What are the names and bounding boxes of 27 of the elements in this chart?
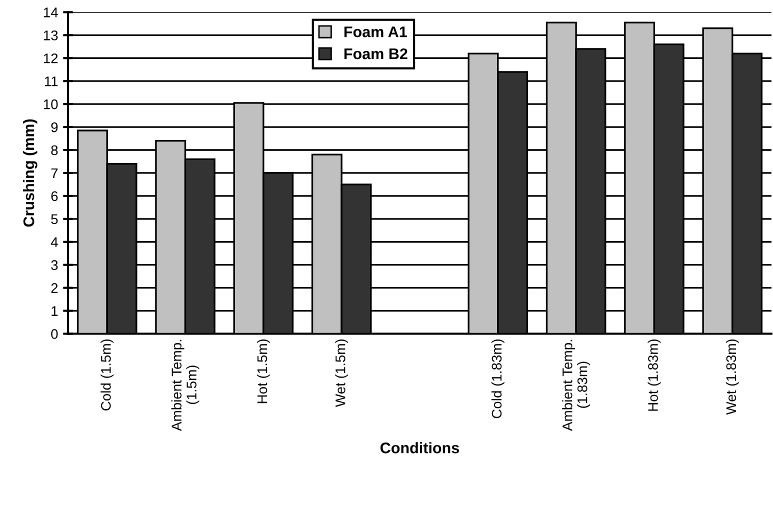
y-tick-label: 7 [51, 168, 58, 178]
y-tick-label: 13 [44, 30, 58, 40]
y-tick-label: 1 [52, 306, 58, 316]
y-tick-label: 0 [51, 329, 58, 339]
y-tick-label: 11 [44, 76, 58, 86]
y-tick-label: 5 [51, 214, 58, 224]
y-tick-label: 6 [51, 191, 58, 202]
x-tick-label: Ambient Temp. (1.5m) [171, 340, 200, 431]
y-tick-label: 10 [44, 99, 58, 110]
x-tick-label: Wet (1.83m) [726, 339, 739, 415]
x-tick-label: Ambient Temp. (1.83m) [562, 340, 590, 431]
y-tick-label: 14 [44, 8, 58, 18]
legend-label: Foam A1 [344, 26, 407, 38]
x-tick-label: Hot (1.83m) [648, 339, 661, 411]
y-tick-label: 8 [51, 145, 58, 156]
y-tick-label: 12 [44, 53, 58, 64]
y-tick-label: 4 [50, 237, 58, 247]
x-tick-label: Cold (1.83m) [491, 339, 504, 418]
y-tick-label: 3 [51, 260, 58, 270]
legend-label: Foam B2 [344, 48, 408, 60]
y-axis-title: Crushing (mm) [22, 119, 38, 227]
x-tick-label: Wet (1.5m) [335, 339, 348, 407]
x-tick-label: Cold (1.5m) [100, 339, 114, 410]
y-tick-label: 9 [51, 122, 58, 132]
y-tick-label: 2 [51, 283, 58, 293]
x-axis-title: Conditions [380, 442, 459, 454]
x-tick-label: Hot (1.5m) [256, 339, 270, 404]
